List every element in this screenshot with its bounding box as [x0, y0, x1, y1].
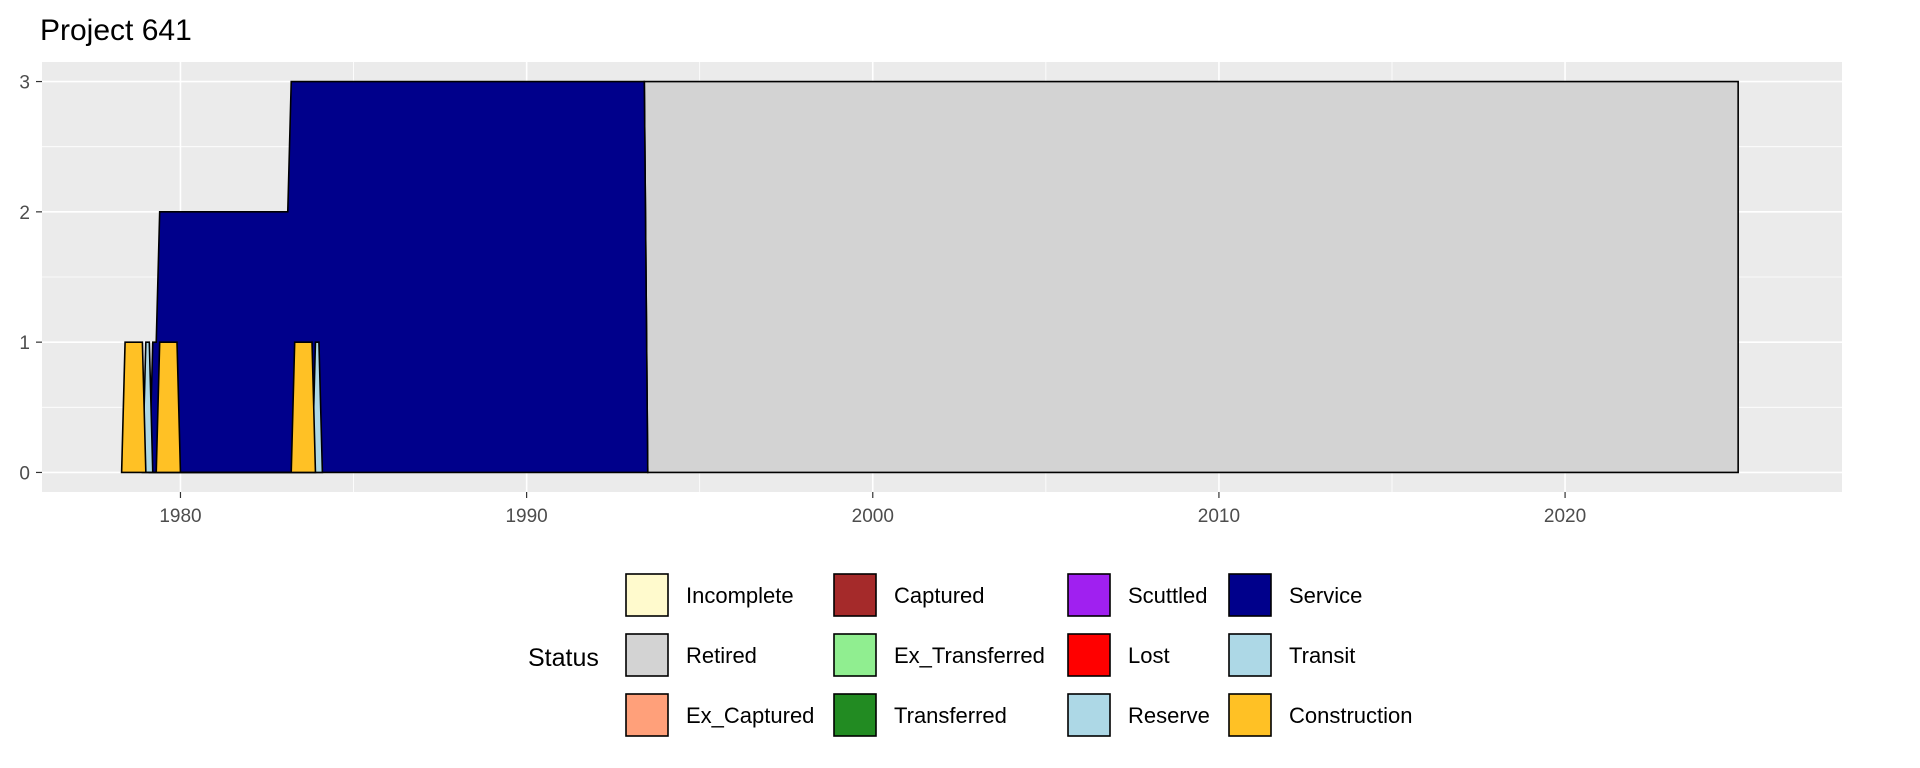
- legend-key-scuttled: [1067, 573, 1111, 617]
- legend-key-transferred: [833, 693, 877, 737]
- area-construction: [120, 341, 317, 474]
- x-axis: 1980 1990 2000 2010 2020: [159, 492, 1586, 527]
- legend-key-service: [1228, 573, 1272, 617]
- data-areas: [120, 80, 1739, 474]
- legend: Status Incomplete Retired Ex_Captured Captu…: [528, 573, 1413, 737]
- legend-label: Reserve: [1128, 703, 1210, 728]
- legend-label: Scuttled: [1128, 583, 1208, 608]
- legend-label: Transit: [1289, 643, 1355, 668]
- legend-label: Ex_Captured: [686, 703, 814, 728]
- legend-key-reserve: [1067, 693, 1111, 737]
- x-tick-label: 2020: [1544, 506, 1586, 527]
- legend-label: Captured: [894, 583, 985, 608]
- legend-key-retired: [625, 633, 669, 677]
- x-tick-label: 2010: [1198, 506, 1240, 527]
- legend-label: Construction: [1289, 703, 1413, 728]
- legend-key-incomplete: [625, 573, 669, 617]
- legend-key-lost: [1067, 633, 1111, 677]
- legend-title: Status: [528, 644, 599, 672]
- y-axis: 0 1 2 3: [19, 73, 42, 484]
- legend-label: Lost: [1128, 643, 1170, 668]
- legend-label: Service: [1289, 583, 1362, 608]
- legend-key-ex_captured: [625, 693, 669, 737]
- legend-key-construction: [1228, 693, 1272, 737]
- y-tick-label: 0: [19, 463, 30, 484]
- legend-label: Incomplete: [686, 583, 794, 608]
- x-tick-label: 1980: [159, 506, 201, 527]
- legend-key-captured: [833, 573, 877, 617]
- area-service: [148, 80, 649, 474]
- x-tick-label: 1990: [505, 506, 547, 527]
- legend-label: Ex_Transferred: [894, 643, 1045, 668]
- x-tick-label: 2000: [852, 506, 894, 527]
- area-retired: [643, 80, 1739, 474]
- legend-key-transit: [1228, 633, 1272, 677]
- legend-label: Transferred: [894, 703, 1007, 728]
- legend-label: Retired: [686, 643, 757, 668]
- y-tick-label: 1: [19, 333, 30, 354]
- legend-key-ex_transferred: [833, 633, 877, 677]
- y-tick-label: 2: [19, 203, 30, 224]
- chart-title: Project 641: [40, 14, 192, 47]
- y-tick-label: 3: [19, 73, 30, 94]
